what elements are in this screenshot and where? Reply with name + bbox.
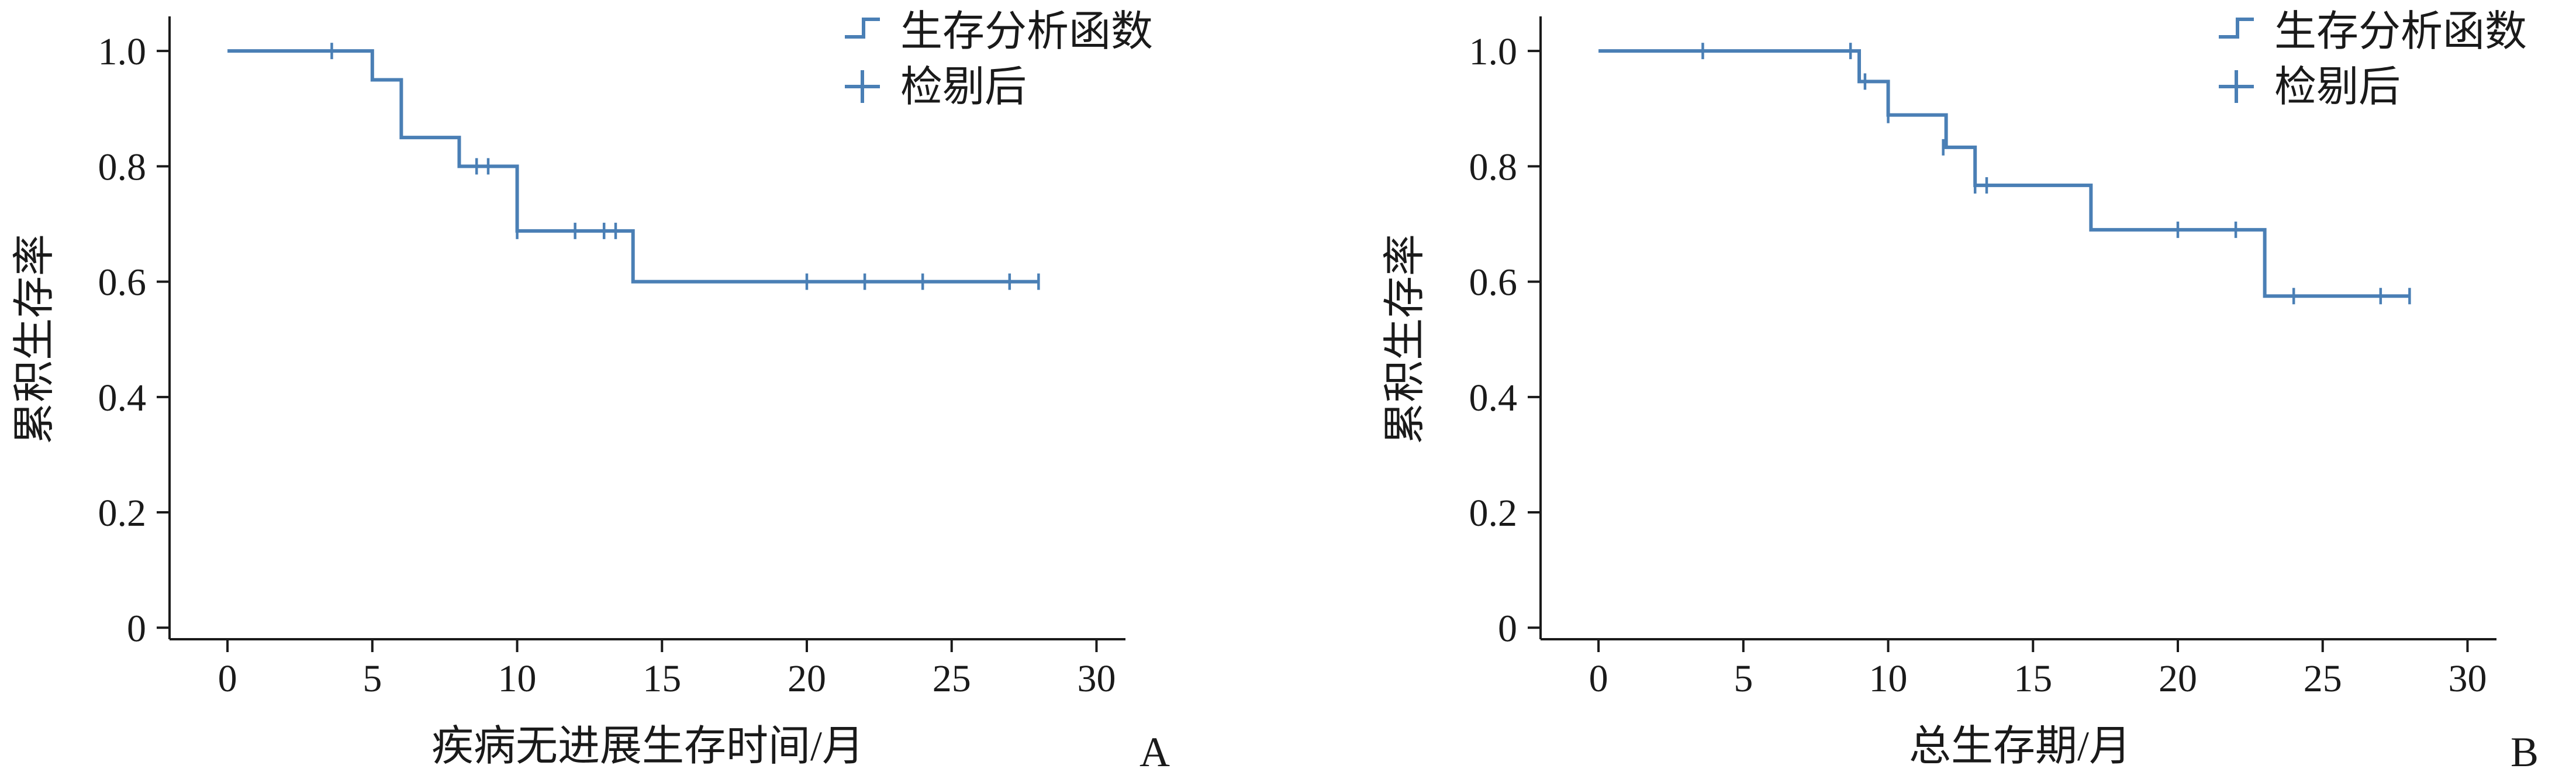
- y-tick-label: 0.2: [98, 492, 147, 535]
- legend-step-icon: [845, 18, 880, 39]
- y-tick-label: 0.8: [1469, 146, 1518, 188]
- survival-curve: [227, 49, 1039, 284]
- x-tick-label: 5: [1734, 657, 1753, 700]
- x-axis-label: 总生存期/月: [1909, 723, 2131, 770]
- y-tick-label: 0.6: [1469, 261, 1518, 304]
- legend-label-censored: 检剔后: [900, 64, 1027, 111]
- x-tick-label: 15: [2014, 657, 2052, 700]
- x-tick-label: 20: [788, 657, 826, 700]
- y-tick-label: 0: [1498, 607, 1517, 650]
- x-tick-label: 10: [1869, 657, 1908, 700]
- x-tick-label: 15: [643, 657, 681, 700]
- y-tick-label: 0.4: [1469, 377, 1518, 419]
- chart-panel-a: 0 5 10 15 20 25 30 0 0.2 0.4 0.6 0.8 1.0 疾病无进展生存时间/月 累…: [11, 8, 1170, 772]
- y-tick-label: 1.0: [1469, 30, 1518, 73]
- x-tick-label: 30: [2448, 657, 2487, 700]
- x-tick-label: 0: [1589, 657, 1608, 700]
- x-tick-label: 25: [2304, 657, 2342, 700]
- y-tick-label: 0.6: [98, 261, 147, 304]
- panel-label: A: [1139, 729, 1170, 772]
- x-tick-label: 10: [498, 657, 537, 700]
- panel-label: B: [2511, 729, 2539, 772]
- chart-panel-b: 0 5 10 15 20 25 30 0 0.2 0.4 0.6 0.8 1.0 总生存期/月 累积生存率 B…: [1382, 8, 2539, 772]
- y-tick-label: 0.2: [1469, 492, 1518, 535]
- legend-label-survival: 生存分析函数: [900, 8, 1153, 55]
- y-tick-label: 0.8: [98, 146, 147, 188]
- y-axis-label: 累积生存率: [1382, 234, 1428, 444]
- x-tick-label: 30: [1077, 657, 1116, 700]
- legend-step-icon: [2219, 18, 2254, 39]
- y-tick-label: 1.0: [98, 30, 147, 73]
- y-tick-label: 0: [127, 607, 146, 650]
- y-axis-label: 累积生存率: [11, 234, 58, 444]
- x-axis-label: 疾病无进展生存时间/月: [431, 723, 864, 770]
- x-tick-label: 25: [933, 657, 971, 700]
- x-tick-label: 0: [218, 657, 237, 700]
- x-tick-label: 20: [2159, 657, 2197, 700]
- legend-label-survival: 生存分析函数: [2274, 8, 2527, 55]
- legend-label-censored: 检剔后: [2274, 64, 2401, 111]
- x-tick-label: 5: [362, 657, 382, 700]
- y-tick-label: 0.4: [98, 377, 147, 419]
